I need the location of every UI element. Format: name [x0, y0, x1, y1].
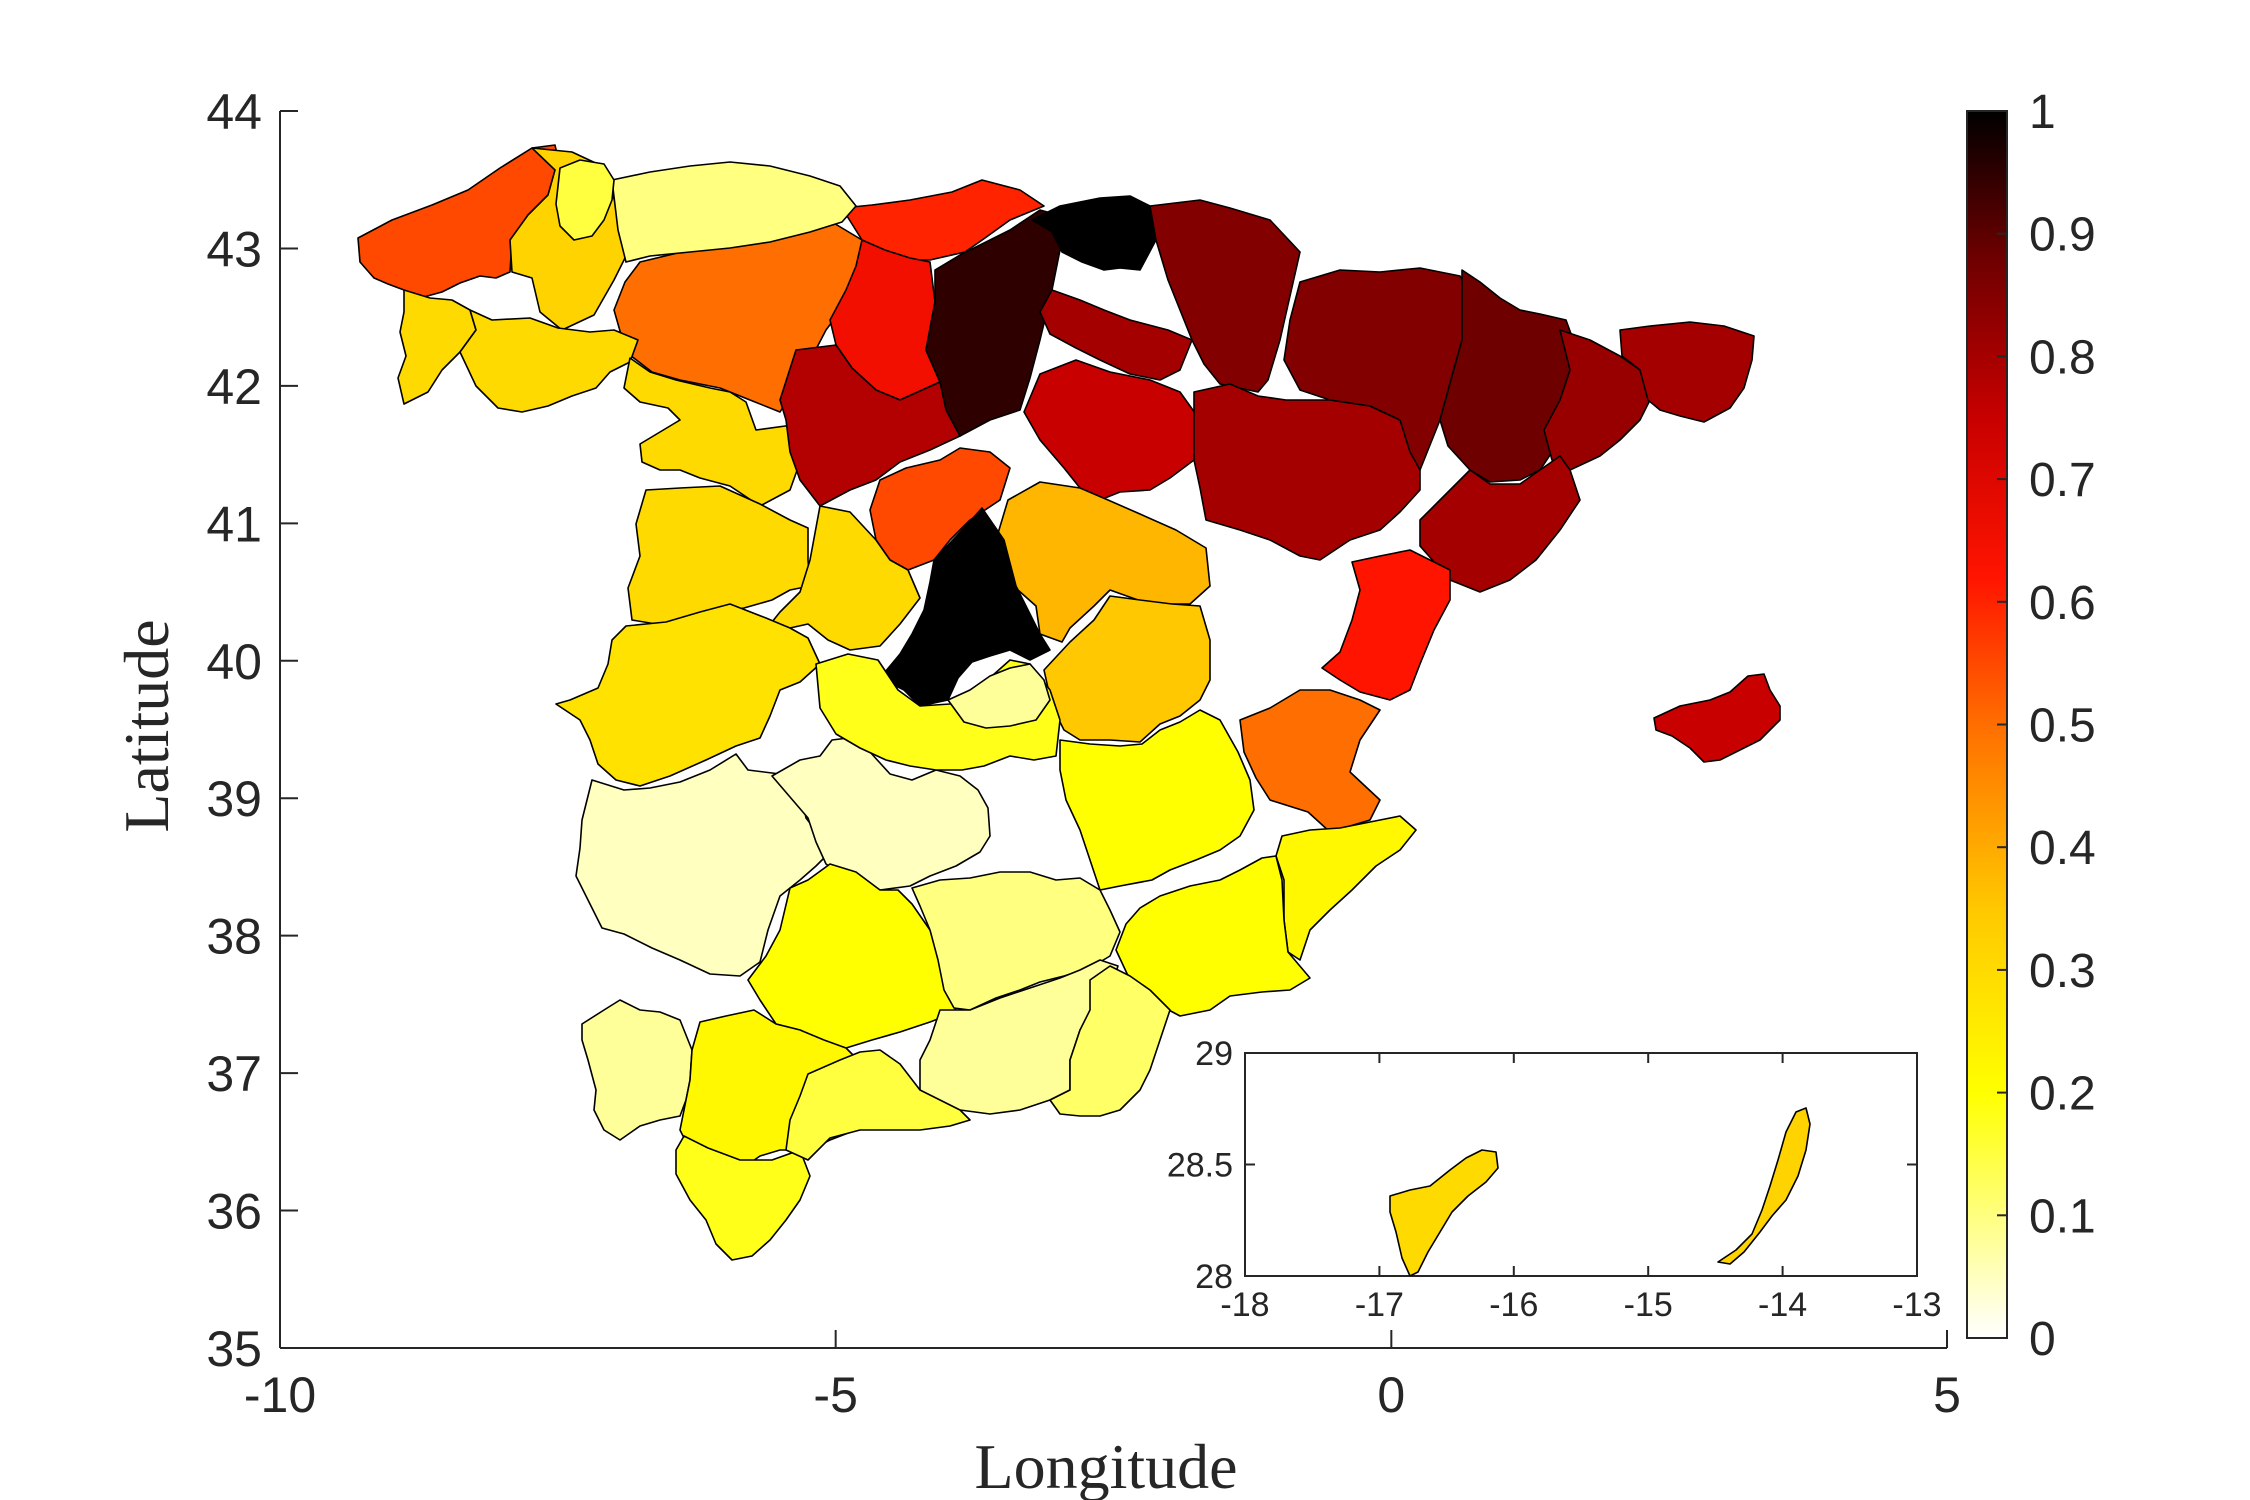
- y-tick-label: 39: [206, 771, 262, 827]
- province-region: [1283, 267, 1475, 471]
- main-axes: 35 36 37 38 39 40 41 42 43 44 -10 -5 0 5: [206, 84, 1961, 1423]
- colorbar-tick-label: 0.3: [2029, 945, 2096, 998]
- inset-y-tick-label: 28.5: [1167, 1147, 1233, 1185]
- colorbar-tick-label: 0.2: [2029, 1068, 2096, 1121]
- y-tick-label: 41: [206, 496, 262, 552]
- province-region: [581, 999, 693, 1141]
- y-tick-label: 37: [206, 1046, 262, 1102]
- province-region: [1275, 815, 1417, 961]
- y-tick-label: 38: [206, 909, 262, 965]
- colorbar-tick-label: 1: [2029, 86, 2056, 139]
- province-region: [1043, 595, 1211, 743]
- province-region: [763, 505, 921, 651]
- inset-x-tick-label: -14: [1758, 1286, 1807, 1324]
- colorbar-tick-label: 0.7: [2029, 454, 2096, 507]
- island-region: [1389, 1149, 1499, 1276]
- inset-x-tick-label: -15: [1624, 1286, 1673, 1324]
- province-layer: [357, 144, 1781, 1261]
- province-region: [627, 485, 811, 625]
- colorbar-tick-label: 0.9: [2029, 209, 2096, 262]
- province-region: [1059, 709, 1255, 891]
- province-region: [1031, 195, 1157, 271]
- x-tick-label: -10: [244, 1367, 316, 1423]
- province-region: [397, 289, 477, 405]
- province-region: [925, 209, 1061, 437]
- x-axis-title: Longitude: [974, 1431, 1237, 1500]
- colorbar-ticks: 0 0.1 0.2 0.3 0.4 0.5 0.6 0.7 0.8 0.9 1: [1997, 86, 2096, 1366]
- x-tick-label: 0: [1377, 1367, 1405, 1423]
- province-region: [1049, 965, 1171, 1117]
- province-region: [747, 863, 957, 1049]
- y-tick-label: 42: [206, 359, 262, 415]
- inset-layer: [1389, 1107, 1811, 1276]
- province-region: [459, 309, 639, 413]
- x-tick-label: 5: [1933, 1367, 1961, 1423]
- inset-y-tick-label: 29: [1195, 1035, 1233, 1073]
- y-tick-label: 36: [206, 1184, 262, 1240]
- y-tick-label: 43: [206, 221, 262, 277]
- inset-axes: -18 -17 -16 -15 -14 -13 28 28.5 29: [1167, 1035, 1942, 1324]
- province-region: [1023, 359, 1201, 501]
- province-region: [879, 507, 1051, 707]
- inset-x-tick-label: -16: [1489, 1286, 1538, 1324]
- x-tick-label: -5: [813, 1367, 857, 1423]
- island-region: [1717, 1107, 1811, 1265]
- province-region: [555, 159, 615, 241]
- colorbar-tick-label: 0: [2029, 1313, 2056, 1366]
- inset-y-tick-label: 28: [1195, 1258, 1233, 1296]
- inset-x-tick-label: -18: [1220, 1286, 1269, 1324]
- y-tick-label: 35: [206, 1321, 262, 1377]
- inset-x-tick-label: -13: [1892, 1286, 1941, 1324]
- y-tick-label: 40: [206, 634, 262, 690]
- y-tick-label: 44: [206, 84, 262, 140]
- y-axis-title: Latitude: [111, 619, 182, 832]
- inset-x-tick-label: -17: [1355, 1286, 1404, 1324]
- province-region: [1619, 321, 1755, 423]
- province-region: [1321, 549, 1451, 701]
- inset-background: [1244, 1052, 1918, 1277]
- province-region: [785, 1049, 971, 1161]
- province-region: [1239, 689, 1381, 833]
- province-region: [555, 603, 821, 787]
- colorbar-tick-label: 0.6: [2029, 577, 2096, 630]
- province-region: [779, 344, 961, 507]
- province-region: [623, 357, 801, 507]
- province-region: [1543, 329, 1651, 471]
- colorbar-tick-label: 0.5: [2029, 700, 2096, 753]
- province-region: [1149, 199, 1301, 393]
- province-region: [611, 161, 857, 263]
- province-region: [947, 663, 1051, 729]
- province-region: [1419, 455, 1581, 593]
- colorbar-tick-label: 0.8: [2029, 331, 2096, 384]
- colorbar-tick-label: 0.1: [2029, 1190, 2096, 1243]
- province-region: [1653, 673, 1781, 763]
- province-region: [1039, 289, 1193, 381]
- colorbar-tick-label: 0.4: [2029, 822, 2096, 875]
- province-region: [675, 1135, 811, 1261]
- province-region: [1193, 383, 1421, 561]
